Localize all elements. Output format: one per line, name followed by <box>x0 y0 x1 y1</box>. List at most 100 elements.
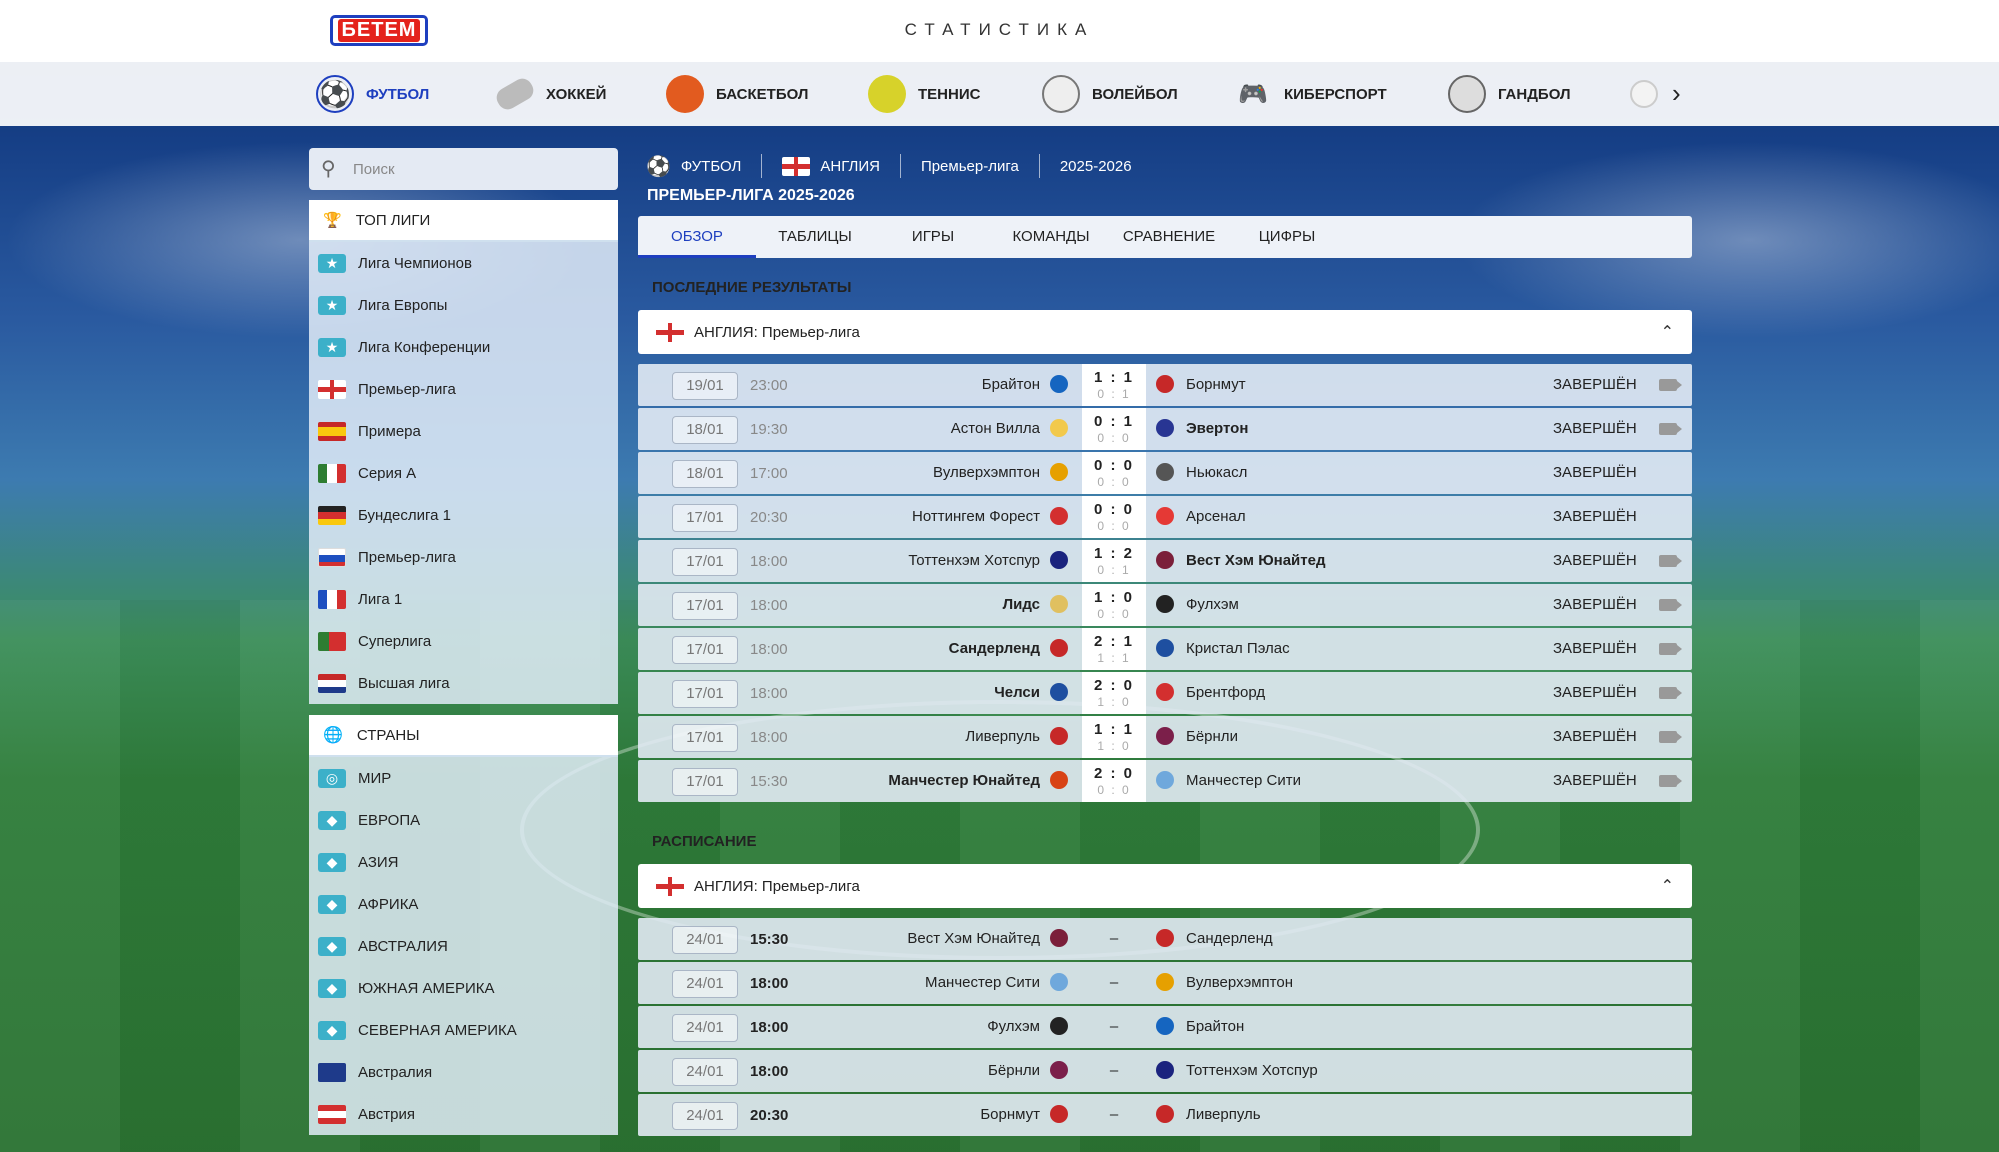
away-team[interactable]: Брентфорд <box>1186 684 1266 701</box>
home-team[interactable]: Челси <box>994 684 1040 701</box>
breadcrumb-item-season[interactable]: 2025-2026 <box>1040 154 1152 178</box>
sidebar-item-superliga[interactable]: Суперлига <box>309 620 618 662</box>
away-team[interactable]: Сандерленд <box>1186 930 1273 947</box>
table-row[interactable]: 24/01 18:00 Бёрнли – Тоттенхэм Хотспур <box>638 1050 1692 1092</box>
video-camera-icon[interactable] <box>1659 643 1682 655</box>
sidebar-item-champions-league[interactable]: ★ Лига Чемпионов <box>309 242 618 284</box>
sport-tab-baseball[interactable] <box>1630 72 1658 116</box>
chevron-up-icon[interactable]: ⌃ <box>1660 324 1674 341</box>
video-camera-icon[interactable] <box>1659 555 1682 567</box>
away-team[interactable]: Фулхэм <box>1186 596 1239 613</box>
home-team[interactable]: Ливерпуль <box>965 728 1040 745</box>
sidebar-item-asia[interactable]: ◆ АЗИЯ <box>309 841 618 883</box>
sidebar-item-australia-continent[interactable]: ◆ АВСТРАЛИЯ <box>309 925 618 967</box>
home-team[interactable]: Сандерленд <box>948 640 1040 657</box>
home-team[interactable]: Фулхэм <box>987 1018 1040 1035</box>
away-team[interactable]: Арсенал <box>1186 508 1246 525</box>
table-row[interactable]: 24/01 20:30 Борнмут – Ливерпуль <box>638 1094 1692 1136</box>
away-team[interactable]: Брайтон <box>1186 1018 1245 1035</box>
home-team[interactable]: Вест Хэм Юнайтед <box>907 930 1040 947</box>
video-camera-icon[interactable] <box>1659 379 1682 391</box>
sidebar-item-europe[interactable]: ◆ ЕВРОПА <box>309 799 618 841</box>
sidebar-item-conference-league[interactable]: ★ Лига Конференции <box>309 326 618 368</box>
sport-tab-handball[interactable]: ГАНДБОЛ <box>1448 72 1571 116</box>
sidebar-item-south-america[interactable]: ◆ ЮЖНАЯ АМЕРИКА <box>309 967 618 1009</box>
away-team[interactable]: Манчестер Сити <box>1186 772 1301 789</box>
away-team[interactable]: Вест Хэм Юнайтед <box>1186 552 1326 569</box>
away-team[interactable]: Ньюкасл <box>1186 464 1248 481</box>
chevron-right-icon[interactable]: › <box>1672 78 1681 108</box>
table-row[interactable]: 24/01 15:30 Вест Хэм Юнайтед – Сандерленд <box>638 918 1692 960</box>
video-camera-icon[interactable] <box>1659 775 1682 787</box>
chevron-up-icon[interactable]: ⌃ <box>1660 878 1674 895</box>
sport-tab-tennis[interactable]: ТЕННИС <box>868 72 980 116</box>
sidebar-item-europa-league[interactable]: ★ Лига Европы <box>309 284 618 326</box>
countries-header[interactable]: 🌐 СТРАНЫ <box>309 715 618 757</box>
video-camera-icon[interactable] <box>1659 731 1682 743</box>
away-team[interactable]: Ливерпуль <box>1186 1106 1261 1123</box>
away-team[interactable]: Тоттенхэм Хотспур <box>1186 1062 1318 1079</box>
sport-tab-esports[interactable]: 🎮 КИБЕРСПОРТ <box>1234 72 1387 116</box>
away-team[interactable]: Кристал Пэлас <box>1186 640 1290 657</box>
away-team[interactable]: Бёрнли <box>1186 728 1238 745</box>
video-camera-icon[interactable] <box>1659 423 1682 435</box>
sidebar-item-premier-league-eng[interactable]: Премьер-лига <box>309 368 618 410</box>
sidebar-item-australia[interactable]: Австралия <box>309 1051 618 1093</box>
logo[interactable]: БЕТЕМ <box>330 15 428 46</box>
sport-tab-volleyball[interactable]: ВОЛЕЙБОЛ <box>1042 72 1178 116</box>
tab-games[interactable]: ИГРЫ <box>911 228 955 245</box>
away-team[interactable]: Эвертон <box>1186 420 1249 437</box>
sport-tab-football[interactable]: ⚽ ФУТБОЛ <box>316 72 429 116</box>
breadcrumb-item-league[interactable]: Премьер-лига <box>901 154 1040 178</box>
schedule-league-bar[interactable]: АНГЛИЯ: Премьер-лига ⌃ <box>638 864 1692 908</box>
away-team[interactable]: Вулверхэмптон <box>1186 974 1293 991</box>
home-team[interactable]: Астон Вилла <box>950 420 1040 437</box>
sidebar-item-premier-league-rus[interactable]: Премьер-лига <box>309 536 618 578</box>
sidebar-item-north-america[interactable]: ◆ СЕВЕРНАЯ АМЕРИКА <box>309 1009 618 1051</box>
home-team[interactable]: Тоттенхэм Хотспур <box>908 552 1040 569</box>
home-team[interactable]: Бёрнли <box>988 1062 1040 1079</box>
sidebar-item-bundesliga[interactable]: Бундеслига 1 <box>309 494 618 536</box>
away-team[interactable]: Борнмут <box>1186 376 1246 393</box>
breadcrumb-item-football[interactable]: ⚽ ФУТБОЛ <box>638 154 763 178</box>
tab-numbers[interactable]: ЦИФРЫ <box>1258 228 1316 245</box>
video-camera-icon[interactable] <box>1659 687 1682 699</box>
sidebar-item-eredivisie[interactable]: Высшая лига <box>309 662 618 704</box>
sidebar-item-africa[interactable]: ◆ АФРИКА <box>309 883 618 925</box>
home-team[interactable]: Манчестер Юнайтед <box>888 772 1040 789</box>
breadcrumb-item-england[interactable]: АНГЛИЯ <box>762 154 901 178</box>
results-league-bar[interactable]: АНГЛИЯ: Премьер-лига ⌃ <box>638 310 1692 354</box>
home-team[interactable]: Брайтон <box>981 376 1040 393</box>
home-team[interactable]: Лидс <box>1002 596 1040 613</box>
table-row[interactable]: 24/01 18:00 Фулхэм – Брайтон <box>638 1006 1692 1048</box>
sidebar-item-austria[interactable]: Австрия <box>309 1093 618 1135</box>
home-team[interactable]: Вулверхэмптон <box>933 464 1040 481</box>
tab-teams[interactable]: КОМАНДЫ <box>1012 228 1090 245</box>
tab-comparison[interactable]: СРАВНЕНИЕ <box>1122 228 1216 245</box>
top-leagues-header[interactable]: 🏆 ТОП ЛИГИ <box>309 200 618 242</box>
video-camera-icon[interactable] <box>1659 599 1682 611</box>
table-row[interactable]: 24/01 18:00 Манчестер Сити – Вулверхэмптон <box>638 962 1692 1004</box>
home-team[interactable]: Борнмут <box>980 1106 1040 1123</box>
sidebar-item-primera[interactable]: Примера <box>309 410 618 452</box>
home-team[interactable]: Манчестер Сити <box>925 974 1040 991</box>
sport-tab-hockey[interactable]: ХОККЕЙ <box>493 72 606 116</box>
sidebar-item-serie-a[interactable]: Серия А <box>309 452 618 494</box>
search-input[interactable] <box>353 160 593 178</box>
tab-overview[interactable]: ОБЗОР <box>638 216 756 258</box>
tab-tables[interactable]: ТАБЛИЦЫ <box>778 228 852 245</box>
sidebar-item-ligue-1[interactable]: Лига 1 <box>309 578 618 620</box>
home-team[interactable]: Ноттингем Форест <box>911 508 1040 525</box>
sport-tab-basketball[interactable]: БАСКЕТБОЛ <box>666 72 808 116</box>
sidebar-item-world[interactable]: ◎ МИР <box>309 757 618 799</box>
